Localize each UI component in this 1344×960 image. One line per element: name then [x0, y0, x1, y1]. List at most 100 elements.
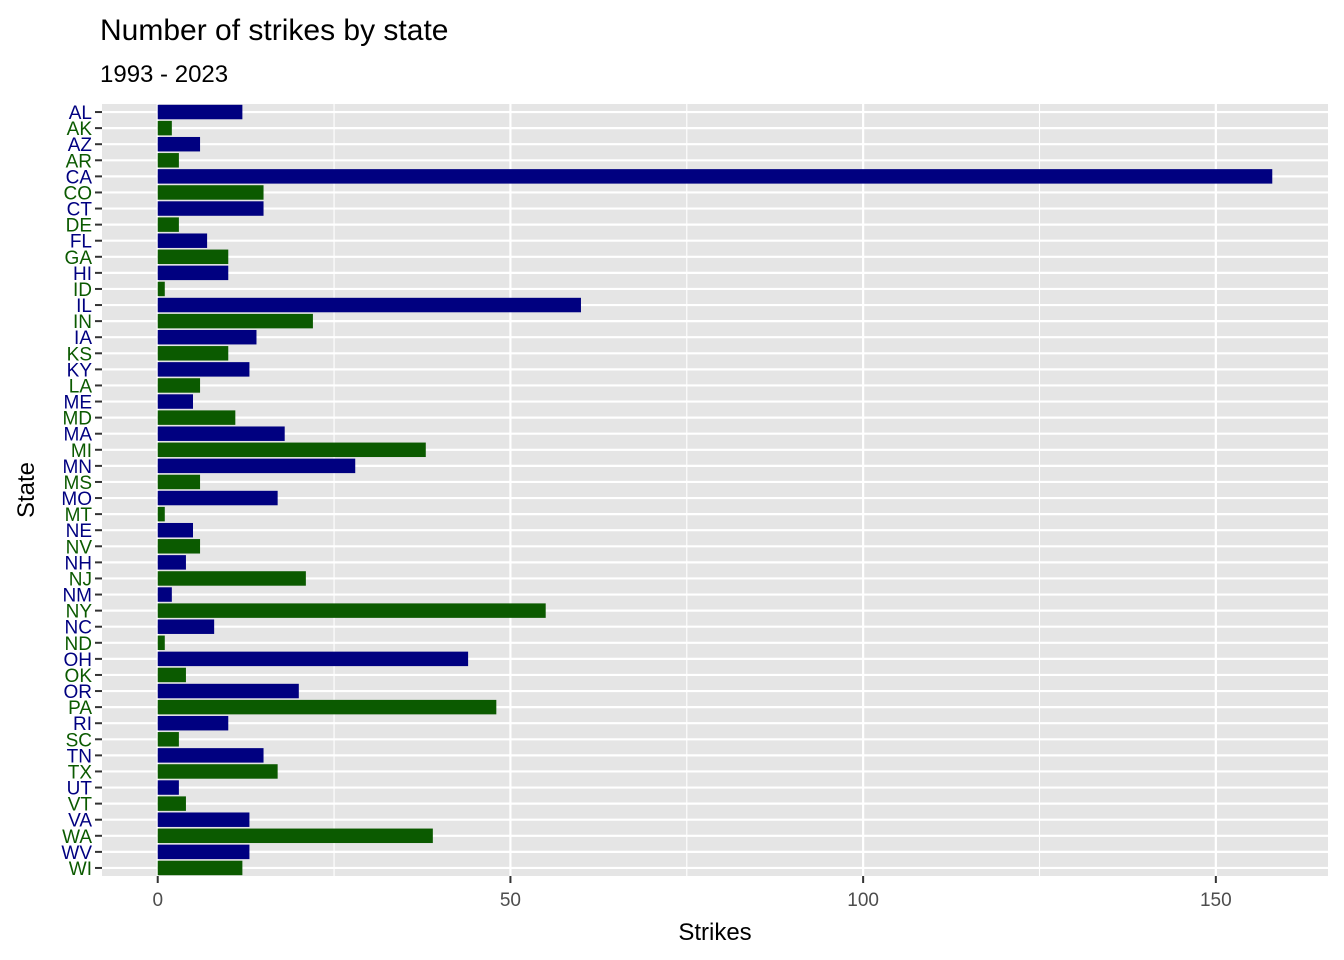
bar-fl — [157, 233, 208, 248]
y-tick-label: NM — [62, 586, 92, 607]
bar-ne — [157, 522, 193, 538]
bar-tn — [157, 748, 264, 763]
y-tick-label: OR — [64, 682, 93, 703]
bar-wv — [157, 844, 250, 860]
bar-mi — [157, 442, 426, 458]
x-axis-title: Strikes — [678, 919, 751, 946]
y-tick-label: AR — [66, 151, 92, 172]
y-tick-label: PA — [68, 698, 92, 719]
y-tick-label: KY — [67, 360, 93, 381]
y-tick-label: ND — [65, 634, 92, 655]
bar-pa — [157, 699, 497, 715]
bar-ct — [157, 201, 264, 216]
bar-hi — [157, 265, 229, 281]
y-tick-label: UT — [67, 779, 93, 800]
bar-md — [157, 410, 236, 425]
y-tick-label: MD — [62, 409, 92, 430]
bar-va — [157, 812, 250, 827]
bar-il — [157, 297, 581, 313]
y-tick-label: KS — [67, 344, 92, 365]
bar-ks — [157, 346, 229, 361]
y-tick-label: IN — [73, 312, 92, 333]
x-tick-label: 100 — [847, 890, 879, 911]
bar-wi — [157, 860, 243, 876]
bar-ut — [157, 780, 179, 795]
y-tick-label: AL — [69, 103, 92, 124]
bar-nh — [157, 555, 186, 570]
bar-or — [157, 683, 299, 699]
bar-in — [157, 313, 313, 329]
y-axis-title: State — [13, 462, 40, 518]
y-tick-label: IA — [74, 328, 92, 349]
bar-nv — [157, 539, 201, 554]
bar-mo — [157, 490, 278, 506]
y-tick-label: ME — [64, 393, 93, 414]
y-tick-label: MN — [62, 457, 92, 478]
bar-oh — [157, 651, 469, 667]
bar-ia — [157, 329, 257, 345]
y-tick-label: NV — [66, 537, 93, 558]
bar-az — [157, 136, 201, 152]
bar-me — [157, 394, 193, 409]
y-tick-label: OK — [65, 666, 93, 687]
bar-nj — [157, 571, 306, 586]
bar-ak — [157, 120, 172, 136]
y-tick-label: MT — [65, 505, 93, 526]
x-tick-label: 150 — [1200, 890, 1232, 911]
y-tick-label: DE — [66, 216, 92, 237]
bar-mt — [157, 506, 165, 522]
plot-panel — [102, 104, 1328, 876]
bar-nc — [157, 619, 215, 634]
bar-ma — [157, 426, 285, 441]
bar-al — [157, 104, 243, 120]
y-tick-label: TN — [67, 746, 92, 767]
bar-ar — [157, 153, 179, 168]
y-tick-label: CT — [67, 200, 93, 221]
bar-mn — [157, 458, 356, 474]
y-tick-label: NY — [66, 602, 93, 623]
y-tick-label: CO — [64, 183, 93, 204]
y-tick-label: MO — [61, 489, 92, 510]
bar-ca — [157, 169, 1273, 184]
bar-ms — [157, 474, 201, 490]
y-tick-label: CA — [66, 167, 93, 188]
y-tick-label: NC — [65, 618, 92, 639]
bar-ny — [157, 603, 546, 618]
y-tick-label: GA — [65, 248, 93, 269]
bar-wa — [157, 828, 433, 844]
y-tick-label: WA — [62, 827, 92, 848]
bar-ky — [157, 362, 250, 377]
bar-ri — [157, 715, 229, 731]
y-tick-label: ID — [73, 280, 92, 301]
y-tick-label: WV — [61, 843, 92, 864]
y-tick-label: NH — [65, 553, 92, 574]
y-tick-label: VT — [68, 795, 93, 816]
bar-co — [157, 185, 264, 200]
y-tick-label: NE — [66, 521, 92, 542]
bar-de — [157, 217, 179, 232]
y-tick-label: HI — [73, 264, 92, 285]
y-tick-label: AZ — [68, 135, 93, 156]
y-tick-label: VA — [68, 811, 92, 832]
x-axis: 0 50 100 150 — [152, 876, 1232, 911]
y-tick-label: RI — [73, 714, 92, 735]
bars — [157, 104, 1273, 876]
bar-tx — [157, 764, 278, 779]
y-tick-label: OH — [64, 650, 93, 671]
y-tick-label: FL — [70, 232, 92, 253]
bar-id — [157, 281, 165, 297]
bar-la — [157, 378, 201, 393]
y-axis: ALAKAZARCACOCTDEFLGAHIIDILINIAKSKYLAMEMD… — [61, 103, 102, 880]
bar-sc — [157, 732, 179, 747]
y-tick-label: TX — [68, 762, 93, 783]
y-tick-label: LA — [69, 376, 93, 397]
y-tick-label: WI — [69, 859, 92, 880]
bar-ok — [157, 667, 186, 683]
y-tick-label: SC — [66, 730, 92, 751]
y-tick-label: MS — [64, 473, 93, 494]
y-tick-label: NJ — [69, 569, 92, 590]
y-tick-label: IL — [76, 296, 92, 317]
y-tick-label: MI — [71, 441, 92, 462]
bar-nd — [157, 635, 165, 651]
